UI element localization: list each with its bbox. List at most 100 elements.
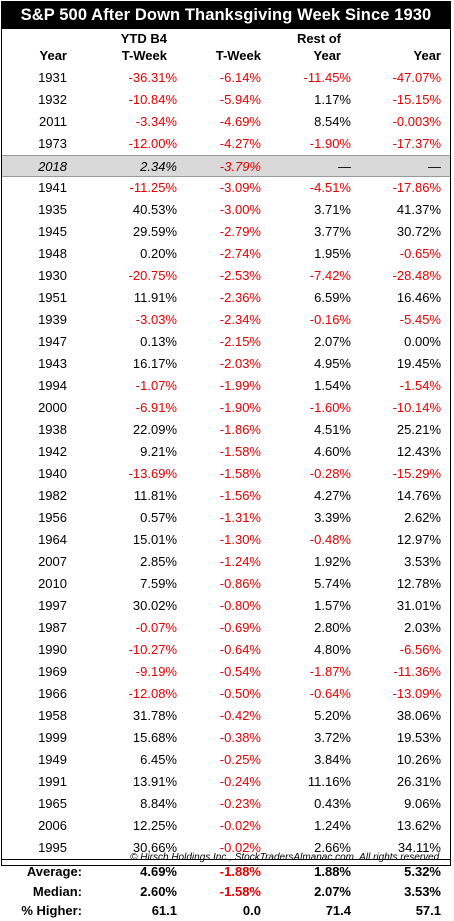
- year-cell: 1941: [38, 180, 67, 195]
- ytd-cell: 0.20%: [140, 246, 177, 261]
- table-row: 2007 2.85% -1.24% 1.92% 3.53%: [2, 551, 450, 573]
- year-cell: 1965: [38, 796, 67, 811]
- ytd-cell: 0.57%: [140, 510, 177, 525]
- rest-of-year-cell: 11.16%: [307, 774, 351, 789]
- header-rest-line2: Year: [313, 48, 341, 63]
- rest-of-year-cell: -0.48%: [309, 532, 351, 547]
- tweek-cell: -1.31%: [219, 510, 261, 525]
- tweek-cell: -0.25%: [219, 752, 261, 767]
- tweek-cell: -3.79%: [219, 159, 261, 174]
- table-row: 1949 6.45% -0.25% 3.84% 10.26%: [2, 749, 450, 771]
- tweek-cell: -1.58%: [219, 444, 261, 459]
- tweek-cell: -0.02%: [219, 818, 261, 833]
- tweek-cell: -2.34%: [219, 312, 261, 327]
- tweek-cell: -0.38%: [219, 730, 261, 745]
- rest-of-year-cell: 3.77%: [314, 224, 351, 239]
- rest-of-year-cell: 3.39%: [314, 510, 351, 525]
- year-cell: 1982: [38, 488, 67, 503]
- summary-ytd: 61.1: [151, 903, 177, 918]
- ytd-cell: 22.09%: [132, 422, 177, 437]
- rest-of-year-cell: -1.87%: [309, 664, 351, 679]
- ytd-cell: 16.17%: [132, 356, 177, 371]
- ytd-cell: 2.85%: [140, 554, 177, 569]
- year-cell: 2018: [38, 159, 67, 174]
- summary-rest: 71.4: [325, 903, 351, 918]
- table-row: 1947 0.13% -2.15% 2.07% 0.00%: [2, 331, 450, 353]
- year-total-cell: 26.31%: [396, 774, 441, 789]
- rest-of-year-cell: -11.45%: [303, 70, 351, 85]
- year-cell: 1966: [38, 686, 67, 701]
- year-total-cell: 0.00%: [404, 334, 441, 349]
- year-total-cell: 9.06%: [404, 796, 441, 811]
- tweek-cell: -3.00%: [219, 202, 261, 217]
- header-year: Year: [39, 48, 67, 63]
- rest-of-year-cell: 2.07%: [314, 334, 351, 349]
- header-rest-line1: Rest of: [296, 31, 341, 46]
- year-cell: 1930: [38, 268, 67, 283]
- year-cell: 1949: [38, 752, 67, 767]
- year-total-cell: 25.21%: [396, 422, 441, 437]
- rest-of-year-cell: -1.60%: [309, 400, 351, 415]
- year-cell: 1990: [38, 642, 67, 657]
- tweek-cell: -6.14%: [219, 70, 261, 85]
- year-total-cell: -17.37%: [392, 136, 441, 151]
- rest-of-year-cell: 2.80%: [314, 620, 351, 635]
- table-row: 1943 16.17% -2.03% 4.95% 19.45%: [2, 353, 450, 375]
- year-cell: 1935: [38, 202, 67, 217]
- year-total-cell: 12.78%: [396, 576, 441, 591]
- tweek-cell: -1.90%: [219, 400, 261, 415]
- year-cell: 1951: [38, 290, 67, 305]
- year-total-cell: -17.86%: [392, 180, 441, 195]
- ytd-cell: -10.84%: [128, 92, 177, 107]
- tweek-cell: -0.24%: [219, 774, 261, 789]
- table-row: 1966 -12.08% -0.50% -0.64% -13.09%: [2, 683, 450, 705]
- year-total-cell: -13.09%: [392, 686, 441, 701]
- year-total-cell: 12.97%: [396, 532, 441, 547]
- year-total-cell: 41.37%: [396, 202, 441, 217]
- ytd-cell: 6.45%: [140, 752, 177, 767]
- table-row: 1931 -36.31% -6.14% -11.45% -47.07%: [2, 67, 450, 89]
- tweek-cell: -1.99%: [219, 378, 261, 393]
- tweek-cell: -2.53%: [219, 268, 261, 283]
- copyright-footer: © Hirsch Holdings Inc., StockTradersAlma…: [130, 852, 442, 863]
- year-cell: 1987: [38, 620, 67, 635]
- ytd-cell: -3.34%: [135, 114, 177, 129]
- table-title: S&P 500 After Down Thanksgiving Week Sin…: [2, 2, 450, 29]
- ytd-cell: 29.59%: [132, 224, 177, 239]
- year-cell: 1948: [38, 246, 67, 261]
- rest-of-year-cell: 1.54%: [314, 378, 351, 393]
- tweek-cell: -2.36%: [219, 290, 261, 305]
- tweek-cell: -1.86%: [219, 422, 261, 437]
- ytd-cell: -12.08%: [128, 686, 177, 701]
- tweek-cell: -2.74%: [219, 246, 261, 261]
- year-cell: 1942: [38, 444, 67, 459]
- year-cell: 2011: [39, 114, 67, 129]
- year-cell: 2000: [38, 400, 67, 415]
- rest-of-year-cell: -0.16%: [309, 312, 351, 327]
- year-cell: 1943: [38, 356, 67, 371]
- rest-of-year-cell: 4.51%: [314, 422, 351, 437]
- table-row: 1930 -20.75% -2.53% -7.42% -28.48%: [2, 265, 450, 287]
- year-total-cell: 30.72%: [396, 224, 441, 239]
- year-total-cell: 13.62%: [396, 818, 441, 833]
- table-row: 2010 7.59% -0.86% 5.74% 12.78%: [2, 573, 450, 595]
- year-total-cell: -0.65%: [399, 246, 441, 261]
- table-row: 1958 31.78% -0.42% 5.20% 38.06%: [2, 705, 450, 727]
- year-total-cell: 14.76%: [396, 488, 441, 503]
- table-row: 1973 -12.00% -4.27% -1.90% -17.37%: [2, 133, 450, 155]
- rest-of-year-cell: -7.42%: [309, 268, 351, 283]
- year-cell: 1956: [38, 510, 67, 525]
- table-row: 1990 -10.27% -0.64% 4.80% -6.56%: [2, 639, 450, 661]
- rest-of-year-cell: —: [338, 159, 351, 174]
- summary-ytd: 4.69%: [140, 864, 177, 879]
- year-cell: 2010: [38, 576, 67, 591]
- rest-of-year-cell: 3.72%: [314, 730, 351, 745]
- table-row: 1997 30.02% -0.80% 1.57% 31.01%: [2, 595, 450, 617]
- data-rows: 1931 -36.31% -6.14% -11.45% -47.07% 1932 -10.8…: [2, 67, 450, 859]
- ytd-cell: 2.34%: [140, 159, 177, 174]
- table-row: 1941 -11.25% -3.09% -4.51% -17.86%: [2, 177, 450, 199]
- table-row: 1940 -13.69% -1.58% -0.28% -15.29%: [2, 463, 450, 485]
- table-row: 2011 -3.34% -4.69% 8.54% -0.003%: [2, 111, 450, 133]
- table-row: 1999 15.68% -0.38% 3.72% 19.53%: [2, 727, 450, 749]
